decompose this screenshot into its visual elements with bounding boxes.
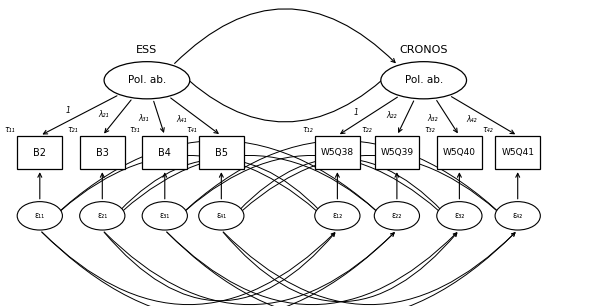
Ellipse shape (198, 202, 244, 230)
Bar (80, 136, 125, 169)
Bar (374, 136, 419, 169)
Circle shape (104, 62, 190, 99)
Ellipse shape (315, 202, 360, 230)
Text: λ₂₂: λ₂₂ (386, 111, 397, 120)
Bar (437, 136, 482, 169)
Text: τ₂₂: τ₂₂ (362, 125, 372, 134)
Text: ε₄₁: ε₄₁ (216, 211, 226, 220)
Text: λ₃₁: λ₃₁ (139, 114, 149, 123)
Bar (315, 136, 360, 169)
Text: ε₃₂: ε₃₂ (454, 211, 465, 220)
Bar (199, 136, 244, 169)
Text: τ₄₁: τ₄₁ (186, 125, 197, 134)
Bar (142, 136, 187, 169)
Text: τ₂₁: τ₂₁ (67, 125, 77, 134)
Text: τ₃₁: τ₃₁ (129, 125, 140, 134)
Ellipse shape (80, 202, 125, 230)
Text: B2: B2 (33, 147, 47, 158)
Text: W5Q40: W5Q40 (443, 148, 476, 157)
Text: τ₁₂: τ₁₂ (302, 125, 313, 134)
Text: Pol. ab.: Pol. ab. (405, 75, 443, 85)
Text: τ₁₁: τ₁₁ (4, 125, 15, 134)
Bar (495, 136, 540, 169)
Ellipse shape (142, 202, 188, 230)
Text: λ₄₂: λ₄₂ (466, 115, 477, 124)
Circle shape (381, 62, 466, 99)
Text: λ₃₂: λ₃₂ (428, 114, 438, 123)
Text: λ₂₁: λ₂₁ (98, 110, 109, 119)
Text: ε₁₁: ε₁₁ (34, 211, 45, 220)
Text: ESS: ESS (136, 45, 157, 55)
Text: W5Q38: W5Q38 (321, 148, 354, 157)
Text: ε₄₂: ε₄₂ (512, 211, 523, 220)
Text: ε₂₂: ε₂₂ (391, 211, 402, 220)
Text: W5Q41: W5Q41 (501, 148, 534, 157)
Text: CRONOS: CRONOS (399, 45, 448, 55)
Text: 1: 1 (66, 106, 71, 115)
Text: B4: B4 (159, 147, 171, 158)
Ellipse shape (17, 202, 62, 230)
Text: ε₃₁: ε₃₁ (160, 211, 170, 220)
Text: ε₁₂: ε₁₂ (332, 211, 342, 220)
Text: B3: B3 (96, 147, 109, 158)
Text: λ₄₁: λ₄₁ (177, 115, 188, 124)
Text: 1: 1 (354, 108, 359, 117)
Text: τ₄₂: τ₄₂ (482, 125, 493, 134)
Text: B5: B5 (215, 147, 228, 158)
Text: Pol. ab.: Pol. ab. (128, 75, 166, 85)
Text: W5Q39: W5Q39 (381, 148, 413, 157)
Text: ε₂₁: ε₂₁ (97, 211, 108, 220)
Ellipse shape (437, 202, 482, 230)
Ellipse shape (495, 202, 540, 230)
Ellipse shape (374, 202, 419, 230)
Text: τ₃₂: τ₃₂ (424, 125, 434, 134)
Bar (18, 136, 62, 169)
